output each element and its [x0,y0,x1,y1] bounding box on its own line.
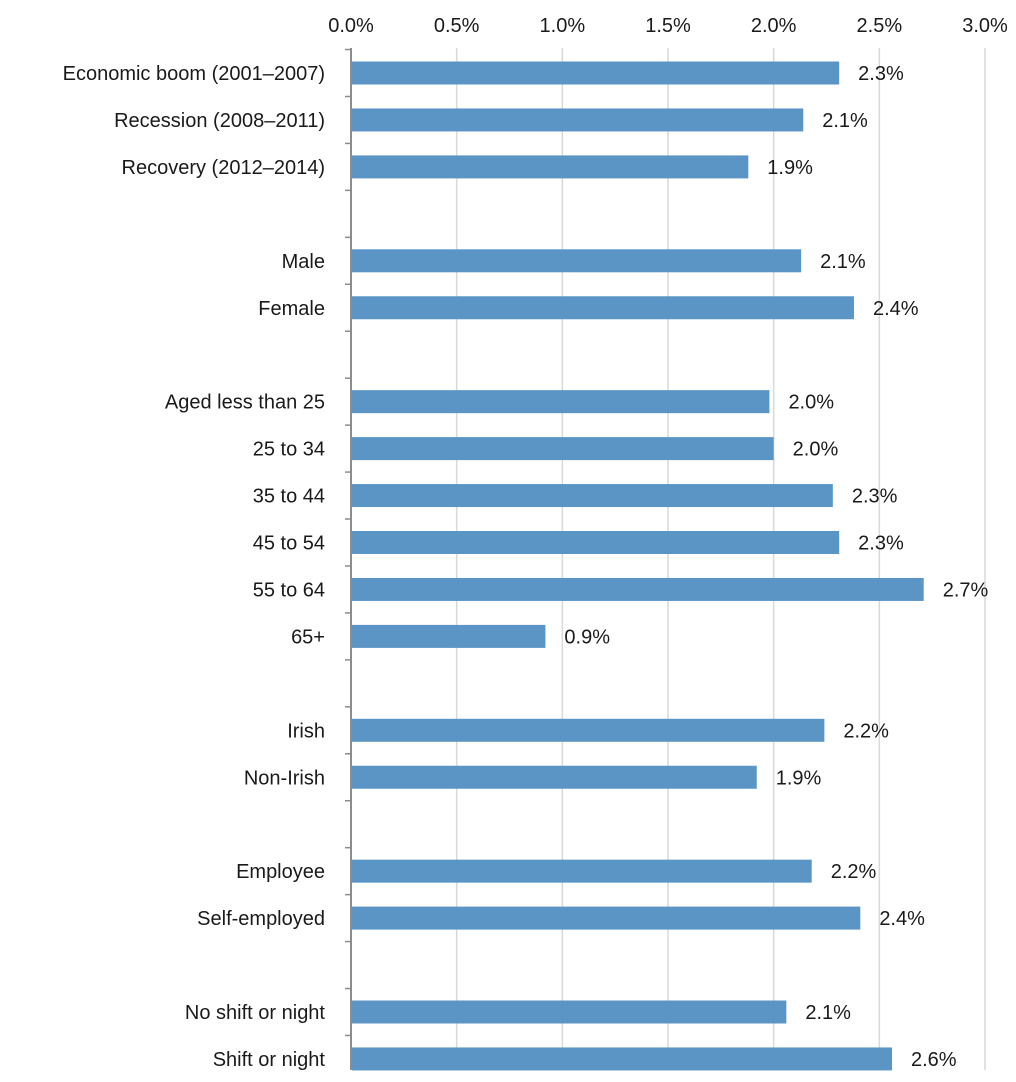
axes [345,48,352,1082]
category-label: Recovery (2012–2014) [122,157,325,179]
bar [352,624,546,648]
category-label: Self-employed [197,908,325,930]
category-label: Non-Irish [244,767,325,789]
category-label: Employee [236,861,325,883]
data-label: 2.1% [822,110,868,132]
category-label: No shift or night [185,1002,326,1024]
data-label: 2.1% [820,251,866,273]
data-label: 2.2% [843,720,889,742]
category-label: 45 to 54 [253,533,325,555]
category-label: Shift or night [213,1049,326,1071]
data-label: 2.0% [788,392,834,414]
gridlines [455,48,986,1070]
bar [352,296,854,320]
bar [352,859,812,883]
data-label: 2.2% [831,861,877,883]
bar [352,437,774,461]
category-label: 55 to 64 [253,579,325,601]
category-label: Irish [287,720,325,742]
bar [352,390,770,414]
bar [352,249,802,273]
x-tick-label: 1.5% [645,15,691,37]
data-label: 2.4% [879,908,925,930]
x-tick-label: 1.0% [540,15,586,37]
bar [352,61,840,85]
x-tick-label: 3.0% [962,15,1008,37]
bar [352,108,804,132]
data-label: 2.3% [858,63,904,85]
data-label: 1.9% [776,767,822,789]
category-label: 65+ [291,626,325,648]
category-label: Female [258,298,325,320]
category-label: Recession (2008–2011) [114,110,325,132]
bar [352,1000,787,1024]
data-label: 1.9% [767,157,813,179]
x-tick-label: 0.5% [434,15,480,37]
bar [352,577,924,601]
data-label: 2.6% [911,1049,957,1071]
data-label: 2.1% [805,1002,851,1024]
category-label: 25 to 34 [253,439,325,461]
bar [352,906,861,930]
x-tick-label: 2.5% [857,15,903,37]
data-label: 2.7% [943,579,989,601]
category-label: Aged less than 25 [165,392,325,414]
data-label: 2.3% [858,533,904,555]
data-label: 2.0% [793,439,839,461]
data-label: 2.4% [873,298,919,320]
labels: 0.0% 0.5% 1.0% 1.5% 2.0% 2.5% 3.0% Economic boo… [63,15,1008,1071]
bar [352,531,840,554]
bar [352,1047,893,1071]
bar [352,484,833,508]
bar [352,765,757,789]
x-tick-label: 2.0% [751,15,797,37]
category-label: Economic boom (2001–2007) [63,63,325,85]
data-label: 2.3% [852,486,898,508]
bar [352,718,825,742]
data-label: 0.9% [564,626,610,648]
bar [352,155,749,179]
category-label: Male [282,251,325,273]
bars [352,61,924,1071]
category-label: 35 to 44 [253,486,325,508]
x-tick-label: 0.0% [328,15,374,37]
